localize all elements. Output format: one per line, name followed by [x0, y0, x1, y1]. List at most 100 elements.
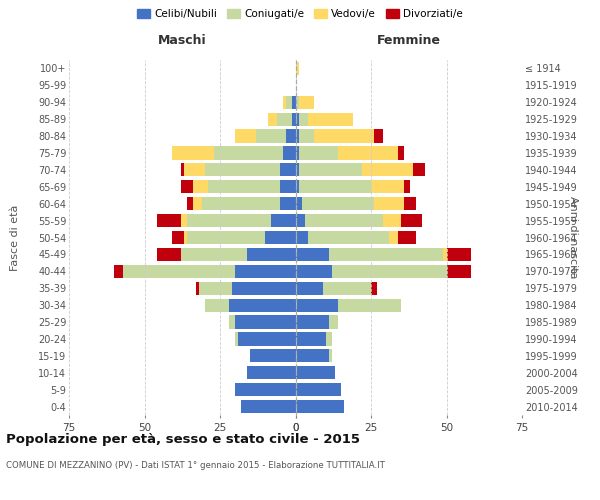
- Bar: [187, 197, 193, 210]
- Text: COMUNE DI MEZZANINO (PV) - Dati ISTAT 1° gennaio 2015 - Elaborazione TUTTITALIA.: COMUNE DI MEZZANINO (PV) - Dati ISTAT 1°…: [6, 460, 385, 469]
- Bar: [292, 112, 296, 126]
- Bar: [371, 282, 377, 295]
- Bar: [235, 264, 296, 278]
- Bar: [280, 180, 296, 194]
- Bar: [286, 130, 296, 142]
- Bar: [296, 96, 299, 109]
- Bar: [205, 298, 229, 312]
- Bar: [362, 164, 413, 176]
- Bar: [187, 214, 271, 227]
- Bar: [157, 214, 181, 227]
- Bar: [296, 214, 305, 227]
- Bar: [193, 180, 208, 194]
- Bar: [299, 96, 314, 109]
- Bar: [329, 349, 332, 362]
- Text: Popolazione per età, sesso e stato civile - 2015: Popolazione per età, sesso e stato civil…: [6, 432, 360, 446]
- Bar: [329, 248, 443, 261]
- Bar: [205, 164, 280, 176]
- Bar: [184, 231, 187, 244]
- Bar: [202, 197, 280, 210]
- Bar: [299, 180, 371, 194]
- Bar: [398, 231, 416, 244]
- Bar: [371, 180, 404, 194]
- Bar: [404, 197, 416, 210]
- Bar: [323, 282, 371, 295]
- Bar: [283, 146, 296, 160]
- Bar: [172, 231, 184, 244]
- Bar: [241, 400, 296, 413]
- Bar: [283, 96, 286, 109]
- Bar: [413, 164, 425, 176]
- Bar: [256, 130, 286, 142]
- Bar: [232, 282, 296, 295]
- Bar: [296, 264, 332, 278]
- Bar: [338, 146, 398, 160]
- Bar: [296, 298, 338, 312]
- Bar: [157, 248, 181, 261]
- Bar: [443, 248, 446, 261]
- Bar: [296, 282, 323, 295]
- Bar: [235, 383, 296, 396]
- Text: Anni di nascita: Anni di nascita: [568, 196, 578, 279]
- Bar: [329, 316, 338, 328]
- Bar: [181, 164, 184, 176]
- Bar: [292, 96, 296, 109]
- Bar: [280, 197, 296, 210]
- Legend: Celibi/Nubili, Coniugati/e, Vedovi/e, Divorziati/e: Celibi/Nubili, Coniugati/e, Vedovi/e, Di…: [133, 5, 467, 24]
- Bar: [404, 180, 410, 194]
- Bar: [296, 400, 344, 413]
- Bar: [114, 264, 124, 278]
- Bar: [389, 231, 398, 244]
- Bar: [305, 214, 383, 227]
- Bar: [296, 180, 299, 194]
- Bar: [184, 164, 205, 176]
- Bar: [268, 112, 277, 126]
- Bar: [299, 146, 338, 160]
- Bar: [326, 332, 332, 345]
- Bar: [446, 264, 470, 278]
- Bar: [208, 180, 280, 194]
- Bar: [299, 130, 314, 142]
- Bar: [238, 332, 296, 345]
- Bar: [229, 298, 296, 312]
- Bar: [296, 316, 329, 328]
- Bar: [235, 316, 296, 328]
- Bar: [383, 214, 401, 227]
- Bar: [299, 164, 362, 176]
- Bar: [235, 130, 256, 142]
- Bar: [296, 62, 299, 75]
- Bar: [338, 298, 401, 312]
- Bar: [296, 197, 302, 210]
- Bar: [193, 197, 202, 210]
- Bar: [229, 316, 235, 328]
- Bar: [196, 282, 199, 295]
- Bar: [308, 112, 353, 126]
- Bar: [181, 248, 247, 261]
- Bar: [247, 248, 296, 261]
- Bar: [277, 112, 292, 126]
- Bar: [332, 264, 446, 278]
- Bar: [374, 130, 383, 142]
- Bar: [296, 366, 335, 380]
- Bar: [398, 146, 404, 160]
- Bar: [124, 264, 235, 278]
- Bar: [214, 146, 283, 160]
- Bar: [296, 112, 299, 126]
- Bar: [296, 383, 341, 396]
- Bar: [271, 214, 296, 227]
- Bar: [296, 130, 299, 142]
- Bar: [181, 180, 193, 194]
- Text: Fasce di età: Fasce di età: [10, 204, 20, 270]
- Bar: [286, 96, 292, 109]
- Bar: [314, 130, 374, 142]
- Bar: [299, 112, 308, 126]
- Bar: [247, 366, 296, 380]
- Bar: [296, 164, 299, 176]
- Bar: [296, 248, 329, 261]
- Bar: [401, 214, 422, 227]
- Bar: [280, 164, 296, 176]
- Bar: [250, 349, 296, 362]
- Bar: [265, 231, 296, 244]
- Bar: [172, 146, 214, 160]
- Bar: [302, 197, 374, 210]
